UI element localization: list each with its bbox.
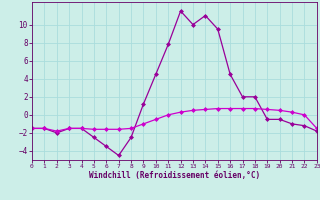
X-axis label: Windchill (Refroidissement éolien,°C): Windchill (Refroidissement éolien,°C) — [89, 171, 260, 180]
